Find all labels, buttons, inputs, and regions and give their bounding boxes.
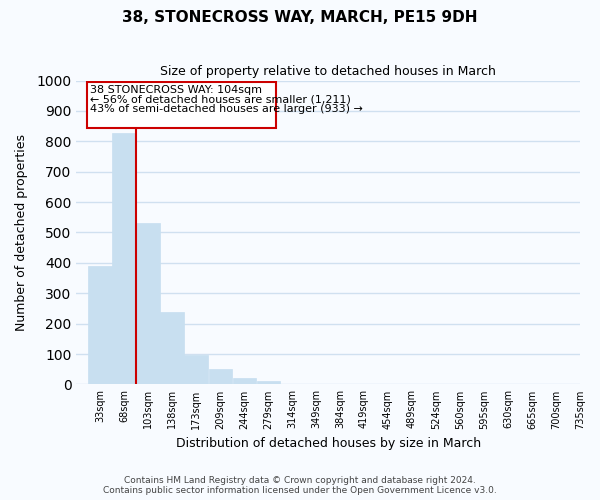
Bar [184, 355, 208, 384]
Text: 38, STONECROSS WAY, MARCH, PE15 9DH: 38, STONECROSS WAY, MARCH, PE15 9DH [122, 10, 478, 25]
Text: 38 STONECROSS WAY: 104sqm: 38 STONECROSS WAY: 104sqm [91, 86, 262, 96]
Bar [233, 378, 256, 384]
Bar [112, 133, 136, 384]
Bar [160, 312, 184, 384]
Bar [209, 368, 232, 384]
Bar [257, 381, 280, 384]
Y-axis label: Number of detached properties: Number of detached properties [15, 134, 28, 331]
Text: ← 56% of detached houses are smaller (1,211): ← 56% of detached houses are smaller (1,… [91, 94, 351, 104]
Bar [136, 224, 160, 384]
Text: Contains HM Land Registry data © Crown copyright and database right 2024.
Contai: Contains HM Land Registry data © Crown c… [103, 476, 497, 495]
Text: 43% of semi-detached houses are larger (933) →: 43% of semi-detached houses are larger (… [91, 104, 363, 114]
X-axis label: Distribution of detached houses by size in March: Distribution of detached houses by size … [176, 437, 481, 450]
FancyBboxPatch shape [87, 82, 276, 128]
Title: Size of property relative to detached houses in March: Size of property relative to detached ho… [160, 65, 496, 78]
Bar [88, 266, 112, 384]
